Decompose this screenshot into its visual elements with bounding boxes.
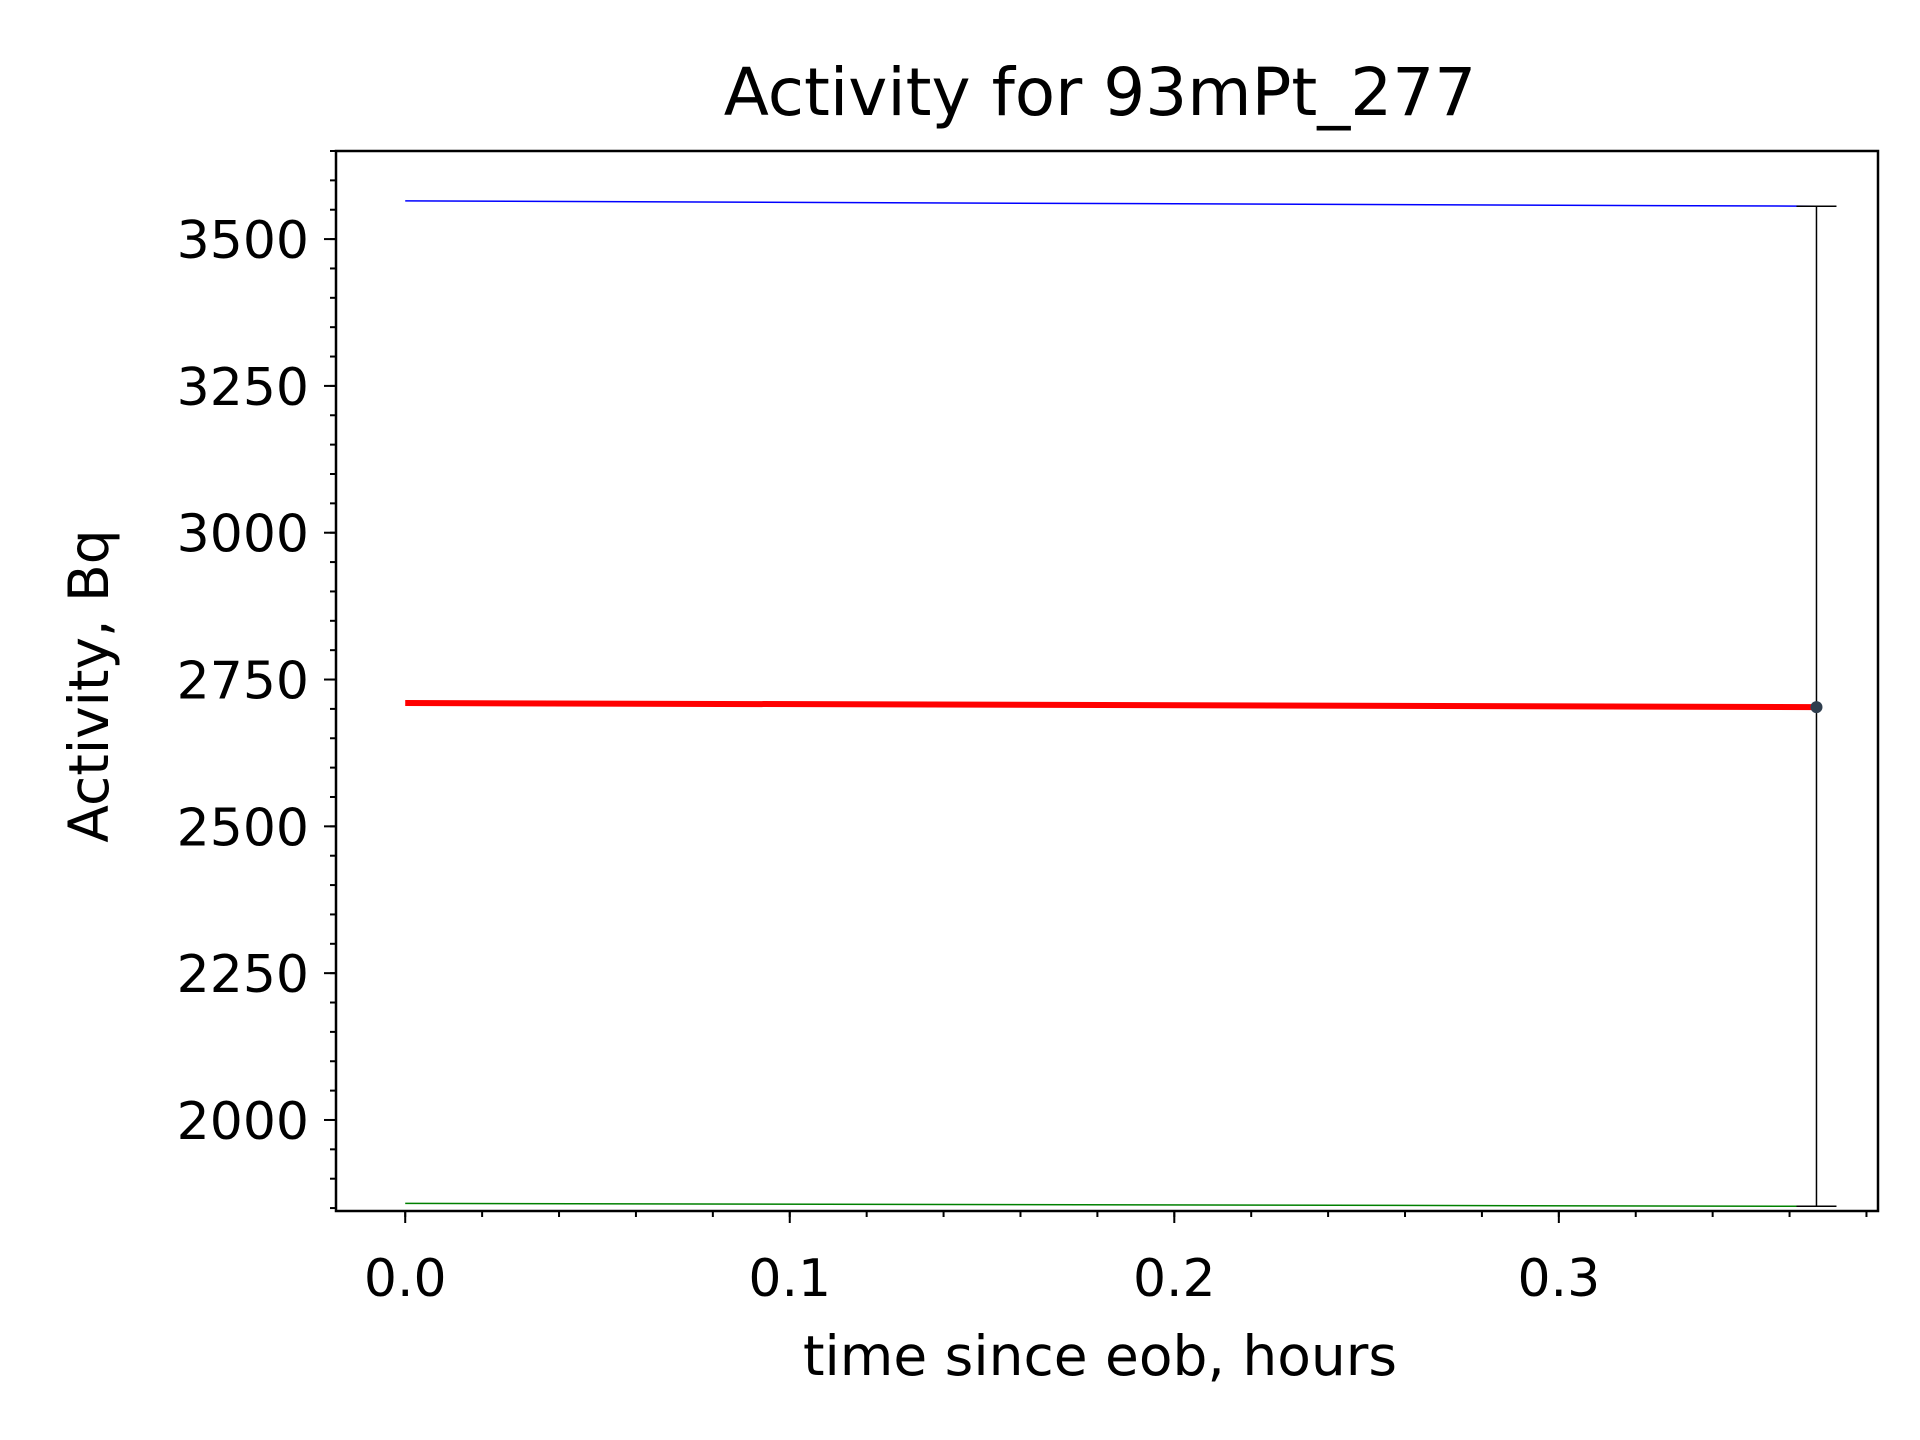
x-tick-label: 0.2 [1133, 1249, 1216, 1309]
x-tick-label: 0.1 [748, 1249, 831, 1309]
plot-frame [334, 149, 1880, 1213]
chart-title: Activity for 93mPt_277 [724, 54, 1476, 131]
activity-fit-line [405, 700, 1817, 711]
x-tick-label: 0.3 [1517, 1249, 1600, 1309]
y-tick-label: 2750 [177, 652, 309, 712]
y-tick-label: 2250 [177, 945, 309, 1005]
x-tick-label: 0.0 [364, 1249, 447, 1309]
y-tick-label: 3500 [177, 211, 309, 271]
x-axis-label: time since eob, hours [803, 1324, 1397, 1388]
plot-area: 0.0 0.1 0.2 0.3 2000 2250 2500 2750 3000 3250 3500 [177, 149, 1880, 1309]
y-tick-label: 2000 [177, 1092, 309, 1152]
data-point [1810, 701, 1823, 714]
upper-bound-line [405, 200, 1817, 207]
y-axis-label: Activity, Bq [57, 529, 121, 842]
y-tick-label: 2500 [177, 798, 309, 858]
y-tick-label: 3250 [177, 358, 309, 418]
lower-bound-line [405, 1202, 1817, 1208]
y-tick-label: 3000 [177, 505, 309, 565]
